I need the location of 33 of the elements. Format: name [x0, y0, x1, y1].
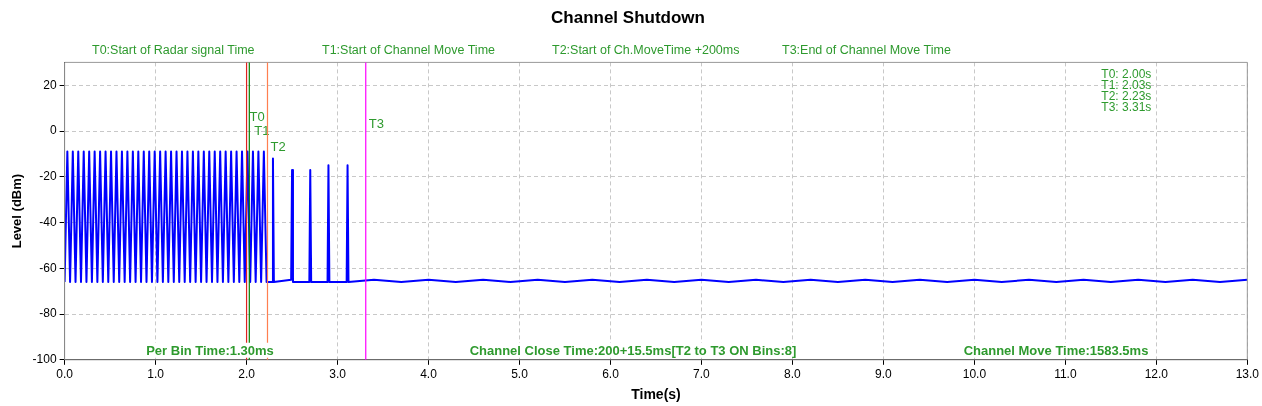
ref-line-label: T2: [270, 138, 286, 154]
text: T3:End of Channel Move Time: [782, 42, 951, 57]
x-tick-label: 8.0: [784, 367, 802, 382]
chart-title: Channel Shutdown: [551, 7, 705, 27]
annotation: Channel Close Time:200+15.5ms[T2 to T3 ON Bins:8]: [469, 342, 797, 358]
x-tick-label: 12.0: [1144, 367, 1169, 382]
y-tick-label: -100: [32, 352, 57, 367]
y-tick-label: -80: [39, 306, 57, 321]
y-tick-label: 20: [43, 77, 57, 92]
x-tick-label: 0.0: [56, 367, 74, 382]
x-tick-label: 3.0: [329, 367, 347, 382]
x-tick-label: 5.0: [511, 367, 529, 382]
x-tick-label: 10.0: [962, 367, 987, 382]
y-tick-label: -60: [39, 260, 57, 275]
ref-line-label: T3: [368, 116, 384, 132]
y-tick-label: -20: [39, 169, 57, 184]
x-tick-label: 13.0: [1235, 367, 1260, 382]
x-tick-label: 7.0: [693, 367, 711, 382]
x-tick-label: 11.0: [1054, 367, 1077, 382]
annotation: Channel Move Time:1583.5ms: [963, 342, 1149, 358]
y-tick-label: 0: [49, 123, 57, 138]
text: T0:Start of Radar signal Time: [92, 42, 255, 57]
text: T1:Start of Channel Move Time: [322, 42, 496, 57]
y-axis-title: Level (dBm): [9, 173, 25, 249]
text: T2:Start of Ch.MoveTime +200ms: [552, 42, 740, 57]
x-tick-label: 2.0: [238, 367, 256, 382]
x-tick-label: 6.0: [602, 367, 620, 382]
x-tick-label: 4.0: [420, 367, 438, 382]
x-tick-label: 9.0: [875, 367, 893, 382]
y-tick-label: -40: [39, 214, 57, 229]
x-axis-title: Time(s): [631, 386, 681, 403]
annotation: Per Bin Time:1.30ms: [146, 342, 274, 358]
x-tick-label: 1.0: [147, 367, 165, 382]
